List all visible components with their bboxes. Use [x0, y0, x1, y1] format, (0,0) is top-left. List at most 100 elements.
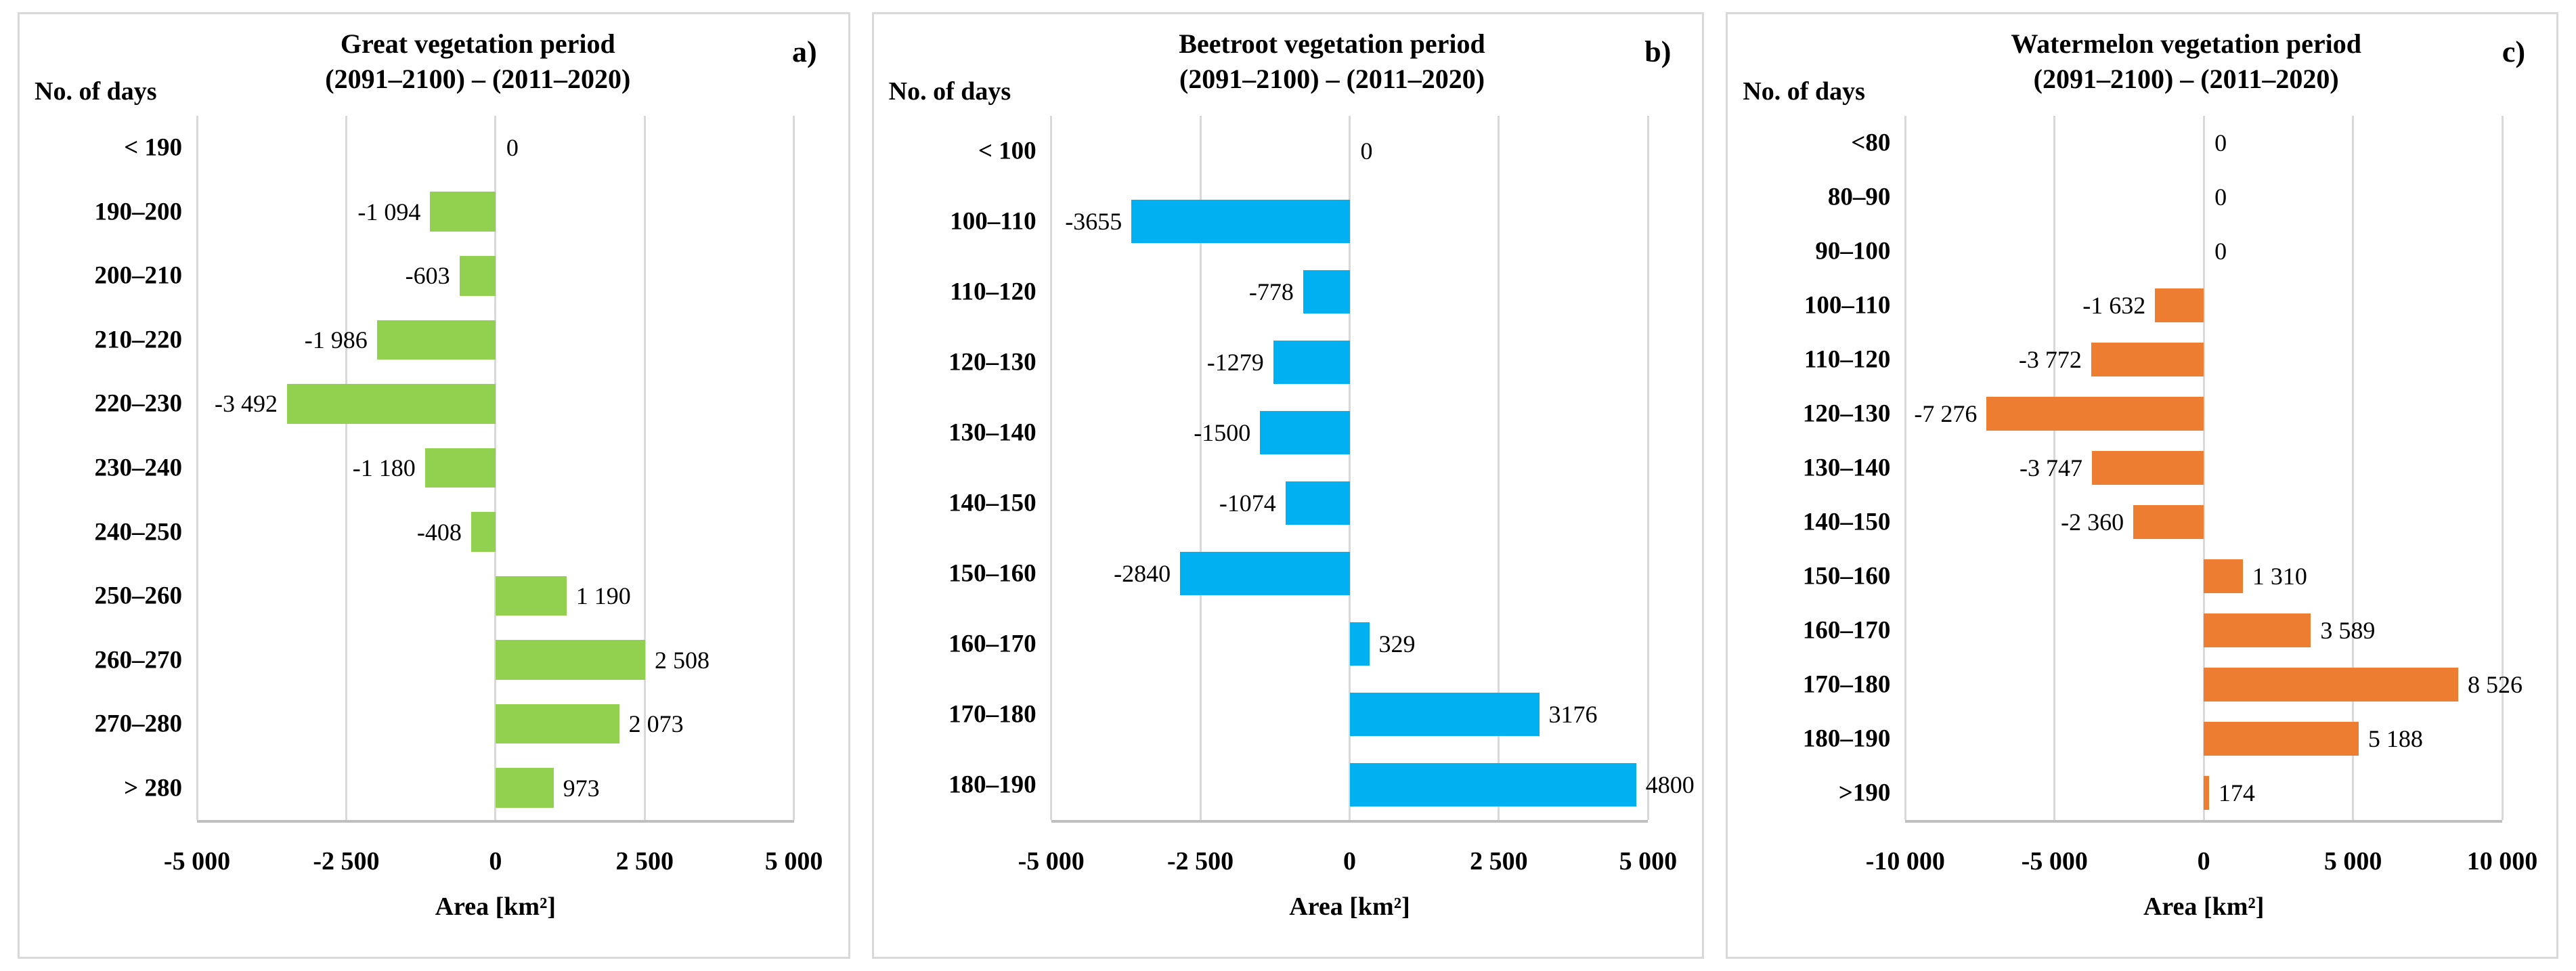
gridline [1050, 116, 1053, 820]
category-label: 250–260 [94, 582, 183, 610]
category-label: < 100 [978, 137, 1036, 165]
x-axis-ticks-a: -5 000 -2 500 0 2 500 5 000 [164, 837, 823, 878]
bar-row: 100–110 -1 632 [1804, 278, 2502, 332]
chart-panel-a: a) Great vegetation period (2091–2100) –… [18, 12, 850, 959]
bar-row: 210–220 -1 986 [95, 308, 794, 372]
bar-row: 140–150 -2 360 [1803, 495, 2502, 549]
value-label: -1 632 [2082, 292, 2146, 319]
chart-title-line2: (2091–2100) – (2011–2020) [2033, 64, 2339, 94]
bar-row: >190 174 [1839, 766, 2502, 820]
x-axis-tick-label: -5 000 [1018, 847, 1085, 876]
bar-row: 110–120 -3 772 [1804, 332, 2502, 387]
chart-title-a: Great vegetation period (2091–2100) – (2… [165, 26, 791, 97]
value-label: 0 [2214, 184, 2227, 211]
x-axis-tick-label: 2 500 [615, 847, 674, 876]
x-axis-tick-label: 5 000 [2323, 847, 2382, 876]
value-label: 5 188 [2367, 725, 2423, 752]
gridline [494, 116, 497, 820]
plot-area-a: < 190 0 190–200 -1 094 200–210 -603 210–220 -1 … [95, 116, 795, 823]
category-label: <80 [1851, 129, 1891, 157]
x-axis-tick-label: 5 000 [1619, 847, 1678, 876]
category-label: 180–190 [948, 771, 1036, 799]
category-label: 150–160 [1802, 562, 1891, 590]
y-axis-title-b: No. of days [888, 77, 1011, 106]
value-label: -1500 [1194, 419, 1251, 446]
value-label: -3 492 [214, 390, 278, 418]
x-axis-tick-label: 0 [1343, 847, 1356, 876]
category-label: 90–100 [1815, 237, 1891, 265]
y-axis-title-a: No. of days [35, 77, 157, 106]
category-label: 200–210 [94, 261, 183, 290]
gridline [1199, 116, 1202, 820]
category-label: 260–270 [94, 646, 183, 674]
x-axis-tick-label: 0 [2197, 847, 2210, 876]
bar-row: 130–140 -1500 [948, 397, 1649, 468]
x-axis-title-a: Area [km²] [435, 892, 556, 921]
category-label: 140–150 [1802, 508, 1891, 536]
value-label: -603 [405, 262, 450, 290]
bar [2204, 668, 2459, 702]
bar-row: 190–200 -1 094 [95, 180, 794, 244]
category-label: 120–130 [1802, 400, 1891, 428]
bar-row: 230–240 -1 180 [95, 436, 794, 500]
bar [2204, 559, 2243, 593]
bar-row: 80–90 0 [1828, 170, 2502, 224]
bar-row: <80 0 [1851, 116, 2502, 170]
bar [1349, 762, 1636, 807]
value-label: 1 310 [2252, 563, 2307, 590]
value-label: 329 [1378, 630, 1416, 657]
bar [2204, 776, 2209, 810]
category-label: 130–140 [948, 418, 1036, 447]
category-label: 100–110 [950, 207, 1036, 236]
value-label: 0 [2214, 129, 2227, 156]
bar [1303, 269, 1350, 314]
category-label: > 280 [124, 774, 182, 802]
value-label: 0 [1360, 137, 1373, 165]
bar [1260, 410, 1350, 455]
category-label: 140–150 [948, 489, 1036, 517]
gridline [1498, 116, 1500, 820]
x-axis-tick-label: -5 000 [2021, 847, 2088, 876]
value-label: -3 747 [2019, 454, 2082, 481]
bar [376, 320, 496, 360]
value-label: -1279 [1206, 349, 1264, 376]
value-label: -408 [416, 518, 462, 546]
bar [2204, 722, 2359, 756]
bar [1349, 622, 1370, 666]
bar-row: 120–130 -7 276 [1803, 387, 2502, 441]
value-label: 2 073 [628, 710, 684, 738]
value-label: -2 360 [2061, 509, 2124, 536]
category-label: 120–130 [948, 348, 1036, 376]
x-axis-tick-label: 5 000 [764, 847, 823, 876]
gridline [2053, 116, 2056, 820]
chart-title-line1: Beetroot vegetation period [1179, 28, 1485, 59]
bar-row: 130–140 -3 747 [1803, 441, 2502, 495]
bar [430, 192, 496, 232]
gridline [2352, 116, 2355, 820]
category-label: 130–140 [1802, 454, 1891, 482]
value-label: -778 [1248, 278, 1294, 305]
chart-title-c: Watermelon vegetation period (2091–2100)… [1873, 26, 2499, 97]
panel-letter-a: a) [792, 35, 817, 68]
value-label: 3176 [1548, 701, 1598, 728]
bar [495, 640, 645, 680]
bar [1285, 481, 1350, 525]
category-label: 160–170 [948, 630, 1036, 658]
bar [2155, 288, 2204, 322]
bar-row: 140–150 -1074 [948, 468, 1649, 538]
y-axis-title-c: No. of days [1743, 77, 1865, 106]
value-label: -3 772 [2018, 346, 2082, 373]
bar-row: 200–210 -603 [95, 244, 794, 308]
bar-row: 120–130 -1279 [948, 327, 1649, 397]
bar-row: 260–270 2 508 [95, 628, 794, 692]
plot-area-b: < 100 0 100–110 -3655 110–120 -778 120–130 -127… [948, 116, 1695, 823]
category-label: 160–170 [1802, 616, 1891, 645]
value-label: 0 [506, 134, 519, 162]
bar-row: > 280 973 [124, 756, 794, 820]
bar-row: 110–120 -778 [950, 257, 1649, 327]
chart-panel-c: c) Watermelon vegetation period (2091–21… [1726, 12, 2559, 959]
bar-row: 160–170 3 589 [1803, 603, 2502, 657]
value-label: -1 180 [352, 454, 416, 481]
x-axis-tick-label: -2 500 [313, 847, 380, 876]
bar [1273, 340, 1350, 385]
